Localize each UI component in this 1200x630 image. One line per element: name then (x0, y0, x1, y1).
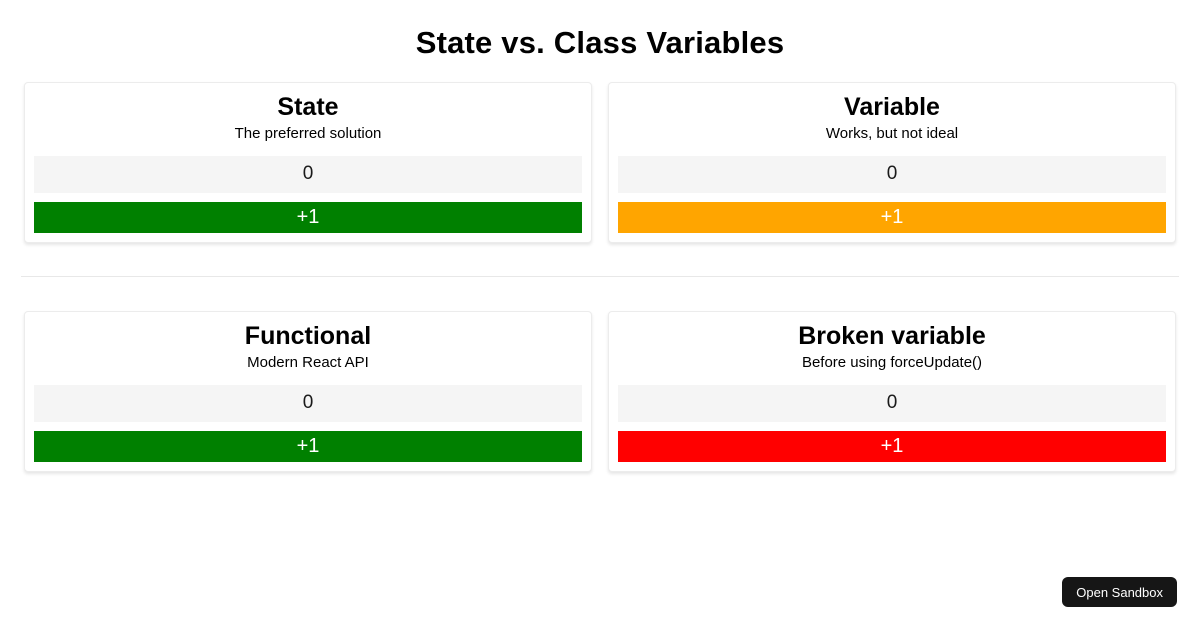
page-title: State vs. Class Variables (415, 25, 785, 60)
increment-button[interactable]: +1 (34, 430, 582, 462)
increment-button[interactable]: +1 (618, 201, 1166, 233)
card-subtitle: Before using forceUpdate() (801, 354, 983, 372)
card-subtitle: Modern React API (247, 354, 369, 372)
counter-card-broken-variable: Broken variable Before using forceUpdate… (608, 311, 1176, 472)
open-sandbox-button[interactable]: Open Sandbox (1062, 577, 1177, 607)
counter-value: 0 (34, 155, 582, 193)
counter-card-state: State The preferred solution 0 +1 (24, 82, 592, 243)
card-subtitle: Works, but not ideal (825, 125, 959, 143)
counter-value: 0 (34, 384, 582, 422)
counter-value: 0 (618, 155, 1166, 193)
counter-card-functional: Functional Modern React API 0 +1 (24, 311, 592, 472)
card-title: Variable (844, 93, 940, 121)
card-title: Functional (244, 322, 372, 350)
card-title: Broken variable (798, 322, 986, 350)
cards-row-bottom: Functional Modern React API 0 +1 Broken … (24, 311, 1176, 472)
counter-card-variable: Variable Works, but not ideal 0 +1 (608, 82, 1176, 243)
cards-row-top: State The preferred solution 0 +1 Variab… (24, 82, 1176, 243)
row-divider (21, 276, 1179, 277)
counter-value: 0 (618, 384, 1166, 422)
card-subtitle: The preferred solution (234, 125, 382, 143)
increment-button[interactable]: +1 (34, 201, 582, 233)
increment-button[interactable]: +1 (618, 430, 1166, 462)
card-title: State (277, 93, 339, 121)
